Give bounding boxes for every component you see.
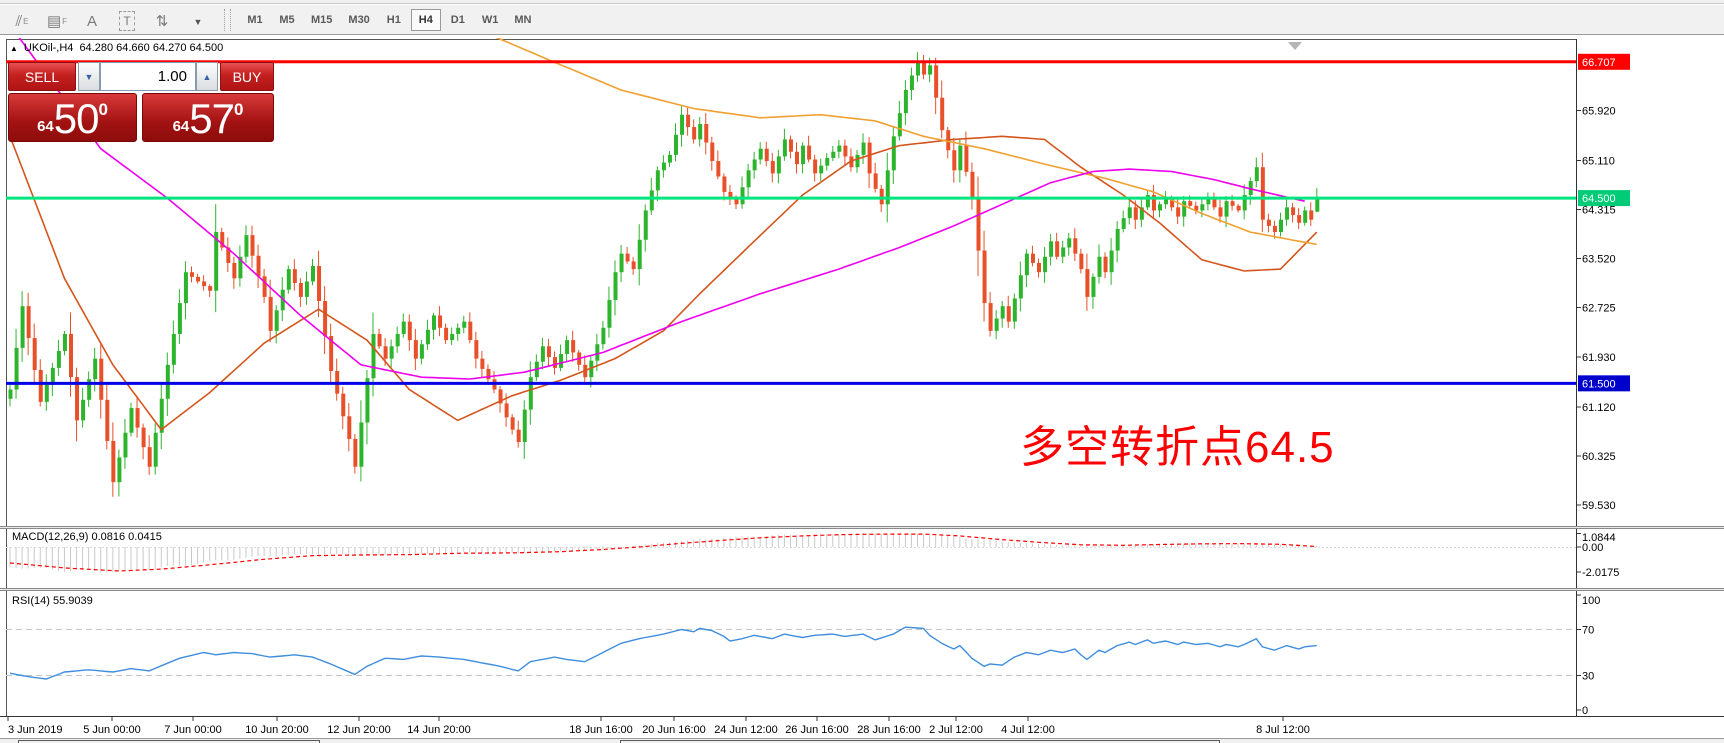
horizontal-level-lines[interactable]: 66.707 64.500 61.500 xyxy=(6,53,1630,392)
svg-text:60.325: 60.325 xyxy=(1582,451,1616,463)
timeframe-button-m30[interactable]: M30 xyxy=(348,13,370,26)
cycle-lines-icon[interactable]: ⇅ xyxy=(155,12,169,30)
price-axis: 65.920 65.110 64.315 63.520 62.725 61.930 61.1… xyxy=(1576,105,1616,512)
svg-text:30: 30 xyxy=(1582,671,1594,683)
svg-text:18 Jun 16:00: 18 Jun 16:00 xyxy=(569,724,633,736)
svg-text:-2.0175: -2.0175 xyxy=(1582,567,1619,579)
chart-tab-strip xyxy=(0,738,1724,743)
time-axis: 3 Jun 2019 5 Jun 00:00 7 Jun 00:00 10 Jun 2… xyxy=(7,716,1310,736)
sell-price-main: 50 xyxy=(53,95,100,142)
timeframe-group: M1 M5 M15 M30 H1 H4 D1 W1 MN xyxy=(239,8,539,31)
timeframe-button-h4[interactable]: H4 xyxy=(410,8,441,31)
one-click-trade-widget: SELL ▼ 1.00 ▲ BUY 64 50 0 64 57 0 xyxy=(8,60,274,142)
chart-tab[interactable] xyxy=(620,740,1220,743)
chart-annotation-text: 多空转折点64.5 xyxy=(1020,423,1335,472)
moving-averages xyxy=(9,38,1318,431)
fibonacci-lines-icon[interactable]: ▤ F xyxy=(46,12,68,30)
symbol-timeframe: UKOil-,H4 xyxy=(23,42,74,54)
svg-text:63.520: 63.520 xyxy=(1582,254,1616,266)
timeframe-button-m1[interactable]: M1 xyxy=(247,13,263,26)
timeframe-button-m15[interactable]: M15 xyxy=(311,13,333,26)
svg-text:7 Jun 00:00: 7 Jun 00:00 xyxy=(164,724,222,736)
volume-decrease-button[interactable]: ▼ xyxy=(78,62,100,91)
svg-text:70: 70 xyxy=(1582,625,1594,637)
sell-price-prefix: 64 xyxy=(37,118,54,135)
svg-text:61.930: 61.930 xyxy=(1582,352,1616,364)
svg-text:10 Jun 20:00: 10 Jun 20:00 xyxy=(245,724,309,736)
sell-price-panel[interactable]: 64 50 0 xyxy=(8,93,137,142)
svg-text:12 Jun 20:00: 12 Jun 20:00 xyxy=(327,724,391,736)
timeframe-button-m5[interactable]: M5 xyxy=(279,13,295,26)
volume-increase-button[interactable]: ▲ xyxy=(196,62,218,91)
timeframe-button-mn[interactable]: MN xyxy=(514,13,532,26)
toolbar-grip[interactable] xyxy=(224,8,231,31)
buy-price-panel[interactable]: 64 57 0 xyxy=(142,93,274,142)
svg-text:0: 0 xyxy=(1582,705,1588,717)
volume-input[interactable]: 1.00 xyxy=(100,62,196,91)
text-tool-icon[interactable]: A xyxy=(86,12,97,30)
rsi-indicator-label: RSI(14) 55.9039 xyxy=(12,595,93,607)
collapse-triangle-icon[interactable]: ▲ xyxy=(10,43,18,53)
svg-text:64.500: 64.500 xyxy=(1582,193,1616,205)
svg-text:3 Jun 2019: 3 Jun 2019 xyxy=(8,724,62,736)
text-label-icon[interactable]: T xyxy=(114,9,140,31)
timeframe-button-h1[interactable]: H1 xyxy=(386,13,401,26)
timeframe-button-d1[interactable]: D1 xyxy=(450,13,465,26)
svg-text:4 Jul 12:00: 4 Jul 12:00 xyxy=(1001,724,1055,736)
volume-stepper: ▼ 1.00 ▲ xyxy=(78,62,218,91)
svg-text:59.530: 59.530 xyxy=(1582,500,1616,512)
svg-text:65.110: 65.110 xyxy=(1582,155,1615,167)
svg-text:1.0844: 1.0844 xyxy=(1582,532,1616,544)
chart-borders xyxy=(0,39,1724,717)
menubar-edge xyxy=(0,0,1724,4)
svg-text:20 Jun 16:00: 20 Jun 16:00 xyxy=(642,724,706,736)
svg-text:5 Jun 00:00: 5 Jun 00:00 xyxy=(83,724,141,736)
equidistant-channel-icon[interactable]: ⫽ E xyxy=(15,12,29,30)
svg-text:61.120: 61.120 xyxy=(1582,402,1616,414)
buy-price-sup: 0 xyxy=(233,100,244,119)
sell-price-sup: 0 xyxy=(98,100,108,119)
chart-tab[interactable] xyxy=(18,740,320,743)
sell-button[interactable]: SELL xyxy=(8,62,76,91)
macd-indicator-label: MACD(12,26,9) 0.0816 0.0415 xyxy=(12,531,162,543)
svg-text:100: 100 xyxy=(1582,595,1600,607)
svg-text:0.00: 0.00 xyxy=(1582,542,1603,554)
svg-text:2 Jul 12:00: 2 Jul 12:00 xyxy=(929,724,983,736)
buy-price-prefix: 64 xyxy=(172,118,190,135)
ohlc-readout: 64.280 64.660 64.270 64.500 xyxy=(79,42,224,54)
buy-price-main: 57 xyxy=(189,95,235,142)
svg-text:62.725: 62.725 xyxy=(1582,303,1616,315)
svg-text:61.500: 61.500 xyxy=(1582,378,1616,390)
svg-text:26 Jun 16:00: 26 Jun 16:00 xyxy=(785,724,849,736)
drawing-tools-group: ⫽ E ▤ F A T ⇅ xyxy=(0,9,175,31)
svg-text:65.920: 65.920 xyxy=(1582,105,1616,117)
main-toolbar: ⫽ E ▤ F A T ⇅ ▼ M1 M5 M15 M30 H1 H4 D1 W1 MN xyxy=(0,5,1724,35)
svg-text:14 Jun 20:00: 14 Jun 20:00 xyxy=(407,724,471,736)
rsi-pane: 100 70 30 0 xyxy=(6,594,1600,717)
svg-text:66.707: 66.707 xyxy=(1582,57,1616,69)
svg-text:8 Jul 12:00: 8 Jul 12:00 xyxy=(1256,724,1310,736)
timeframe-button-w1[interactable]: W1 xyxy=(481,13,499,26)
buy-button[interactable]: BUY xyxy=(220,62,274,91)
cycle-lines-caret[interactable]: ▼ xyxy=(193,16,203,27)
svg-text:24 Jun 12:00: 24 Jun 12:00 xyxy=(714,724,778,736)
symbol-header: ▲ UKOil-,H4 64.280 64.660 64.270 64.500 xyxy=(10,42,223,54)
svg-text:28 Jun 16:00: 28 Jun 16:00 xyxy=(857,724,921,736)
svg-text:64.315: 64.315 xyxy=(1582,205,1616,217)
